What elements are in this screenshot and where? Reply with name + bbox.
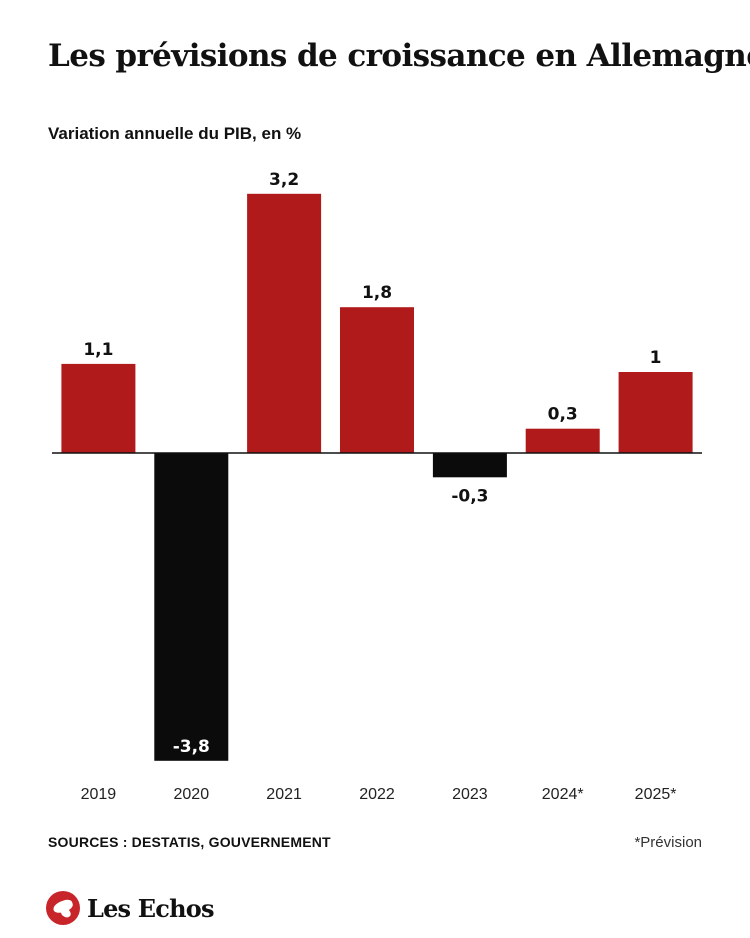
- bar-2019: [61, 363, 136, 453]
- category-label-2019: 2019: [81, 786, 117, 803]
- chart-title: Les prévisions de croissance en Allemagn…: [48, 38, 750, 74]
- value-label-2025: 1: [650, 348, 662, 368]
- bar-2020: [154, 453, 229, 761]
- category-label-2023: 2023: [452, 786, 488, 803]
- category-label-2020: 2020: [174, 786, 210, 803]
- logo-wordmark: Les Echos: [87, 893, 214, 923]
- forecast-footnote: *Prévision: [634, 834, 702, 851]
- value-label-2021: 3,2: [269, 170, 299, 190]
- bar-2025: [618, 372, 693, 453]
- category-label-2021: 2021: [266, 786, 302, 803]
- value-label-2023: -0,3: [451, 486, 488, 506]
- value-label-2024: 0,3: [548, 405, 578, 425]
- bar-2021: [247, 193, 322, 454]
- bar-2024: [525, 428, 600, 453]
- category-label-2022: 2022: [359, 786, 395, 803]
- bar-2022: [340, 307, 414, 453]
- category-label-2024: 2024*: [542, 786, 584, 803]
- les-echos-bird-icon: [46, 891, 80, 925]
- chart-subtitle: Variation annuelle du PIB, en %: [48, 124, 302, 143]
- value-label-2022: 1,8: [362, 283, 392, 303]
- bar-2023: [432, 453, 507, 478]
- value-label-2020: -3,8: [173, 737, 210, 757]
- les-echos-logo: Les Echos: [46, 890, 214, 926]
- value-label-2019: 1,1: [83, 340, 113, 360]
- bar-chart: 1,1 2019 -3,8 2020 3,2 2021 1,8 2022 -0,3 2023 0,3…: [52, 170, 702, 803]
- category-label-2025: 2025*: [635, 786, 677, 803]
- sources-note: SOURCES : DESTATIS, GOUVERNEMENT: [48, 834, 331, 850]
